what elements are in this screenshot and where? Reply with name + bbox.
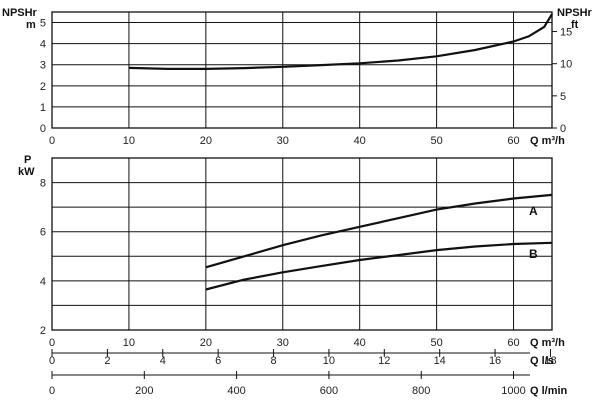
power-x-tick-label: 50 [430, 337, 442, 349]
flow-ls-label: Q l/s [530, 355, 554, 367]
flow-axis-tick-label: 600 [320, 385, 338, 397]
flow-axis-tick-label: 16 [489, 355, 501, 367]
power-x-tick-label: 10 [123, 337, 135, 349]
curve-b-label: B [529, 247, 538, 261]
flow-axis-tick-label: 0 [49, 385, 55, 397]
npsh-x-tick-label: 20 [200, 135, 212, 147]
npsh-x-tick-label: 40 [354, 135, 366, 147]
flow-axis-tick-label: 8 [270, 355, 276, 367]
flow-axis-tick-label: 800 [412, 385, 430, 397]
power-y-tick-label: 2 [40, 325, 46, 337]
flow-lmin-ticks: 0 200 400 600 800 1000 [49, 371, 526, 397]
npsh-y-right-tick-label: 15 [560, 27, 572, 39]
flow-lmin-axis: 0 200 400 600 800 1000 Q l/min [49, 371, 568, 397]
npsh-y-right-label-line1: NPSHr [557, 7, 593, 19]
npsh-curve [128, 13, 553, 70]
flow-axis-tick-label: 4 [160, 355, 166, 367]
npsh-y-left-tick-label: 5 [40, 18, 46, 30]
npsh-x-tick-labels: 0 10 20 30 40 50 60 [49, 135, 520, 147]
curve-a-label: A [529, 204, 538, 218]
npsh-y-left-tick-label: 0 [40, 123, 46, 135]
power-x-tick-labels: 0 10 20 30 40 50 60 [49, 337, 520, 349]
power-y-label-line2: kW [18, 166, 35, 178]
power-x-tick-label: 60 [507, 337, 519, 349]
npsh-y-right-label-line2: ft [571, 19, 579, 31]
npsh-x-tick-label: 60 [507, 135, 519, 147]
npsh-x-tick-label: 10 [123, 135, 135, 147]
power-chart: 0 10 20 30 40 50 60 2 4 6 8 A B P kW Q m³/h [18, 154, 565, 349]
npsh-y-right-tick-label: 0 [560, 123, 566, 135]
power-x-tick-label: 30 [277, 337, 289, 349]
power-curve-b [205, 241, 553, 291]
flow-ls-axis: 0 2 4 6 8 10 12 14 16 18 Q l/s [49, 349, 557, 367]
npsh-y-left-tick-labels: 0 1 2 3 4 5 [40, 18, 46, 135]
npsh-chart: 0 10 20 30 40 50 60 0 1 2 3 4 5 0 5 10 15 NPSHr m NPSH… [2, 7, 593, 147]
npsh-y-left-tick-label: 2 [40, 81, 46, 93]
flow-axis-tick-label: 10 [323, 355, 335, 367]
npsh-y-left-label-line2: m [26, 19, 36, 31]
flow-axis-tick-label: 18 [544, 355, 556, 367]
power-y-tick-labels: 2 4 6 8 [40, 178, 46, 337]
flow-axis-tick-label: 200 [135, 385, 153, 397]
npsh-y-right-tick-label: 5 [560, 91, 566, 103]
flow-axis-tick-label: 2 [104, 355, 110, 367]
npsh-y-left-tick-label: 3 [40, 60, 46, 72]
power-y-tick-label: 4 [40, 276, 46, 288]
power-y-tick-label: 6 [40, 227, 46, 239]
power-x-tick-label: 40 [354, 337, 366, 349]
power-x-axis-label: Q m³/h [530, 337, 565, 349]
npsh-y-left-tick-label: 1 [40, 102, 46, 114]
flow-axis-tick-label: 14 [434, 355, 446, 367]
npsh-x-tick-label: 30 [277, 135, 289, 147]
npsh-frame [51, 11, 553, 129]
flow-ls-ticks: 0 2 4 6 8 10 12 14 16 18 [49, 349, 557, 367]
flow-axis-tick-label: 12 [378, 355, 390, 367]
power-frame [51, 157, 553, 331]
npsh-grid [51, 12, 552, 129]
npsh-y-right-tick-labels: 0 5 10 15 [552, 27, 572, 135]
npsh-x-axis-label: Q m³/h [530, 135, 565, 147]
npsh-x-tick-label: 0 [49, 135, 55, 147]
power-y-label-line1: P [24, 154, 31, 166]
npsh-x-tick-label: 50 [430, 135, 442, 147]
npsh-y-left-label-line1: NPSHr [2, 7, 38, 19]
npsh-y-right-tick-label: 10 [560, 59, 572, 71]
power-x-tick-label: 0 [49, 337, 55, 349]
power-x-tick-label: 20 [200, 337, 212, 349]
flow-axis-tick-label: 0 [49, 355, 55, 367]
power-y-tick-label: 8 [40, 178, 46, 190]
flow-axis-tick-label: 400 [227, 385, 245, 397]
npsh-y-left-tick-label: 4 [40, 39, 46, 51]
flow-lmin-label: Q l/min [530, 385, 568, 397]
power-grid [51, 158, 552, 330]
power-curve-a [205, 193, 553, 269]
flow-axis-tick-label: 1000 [501, 385, 525, 397]
flow-axis-tick-label: 6 [215, 355, 221, 367]
